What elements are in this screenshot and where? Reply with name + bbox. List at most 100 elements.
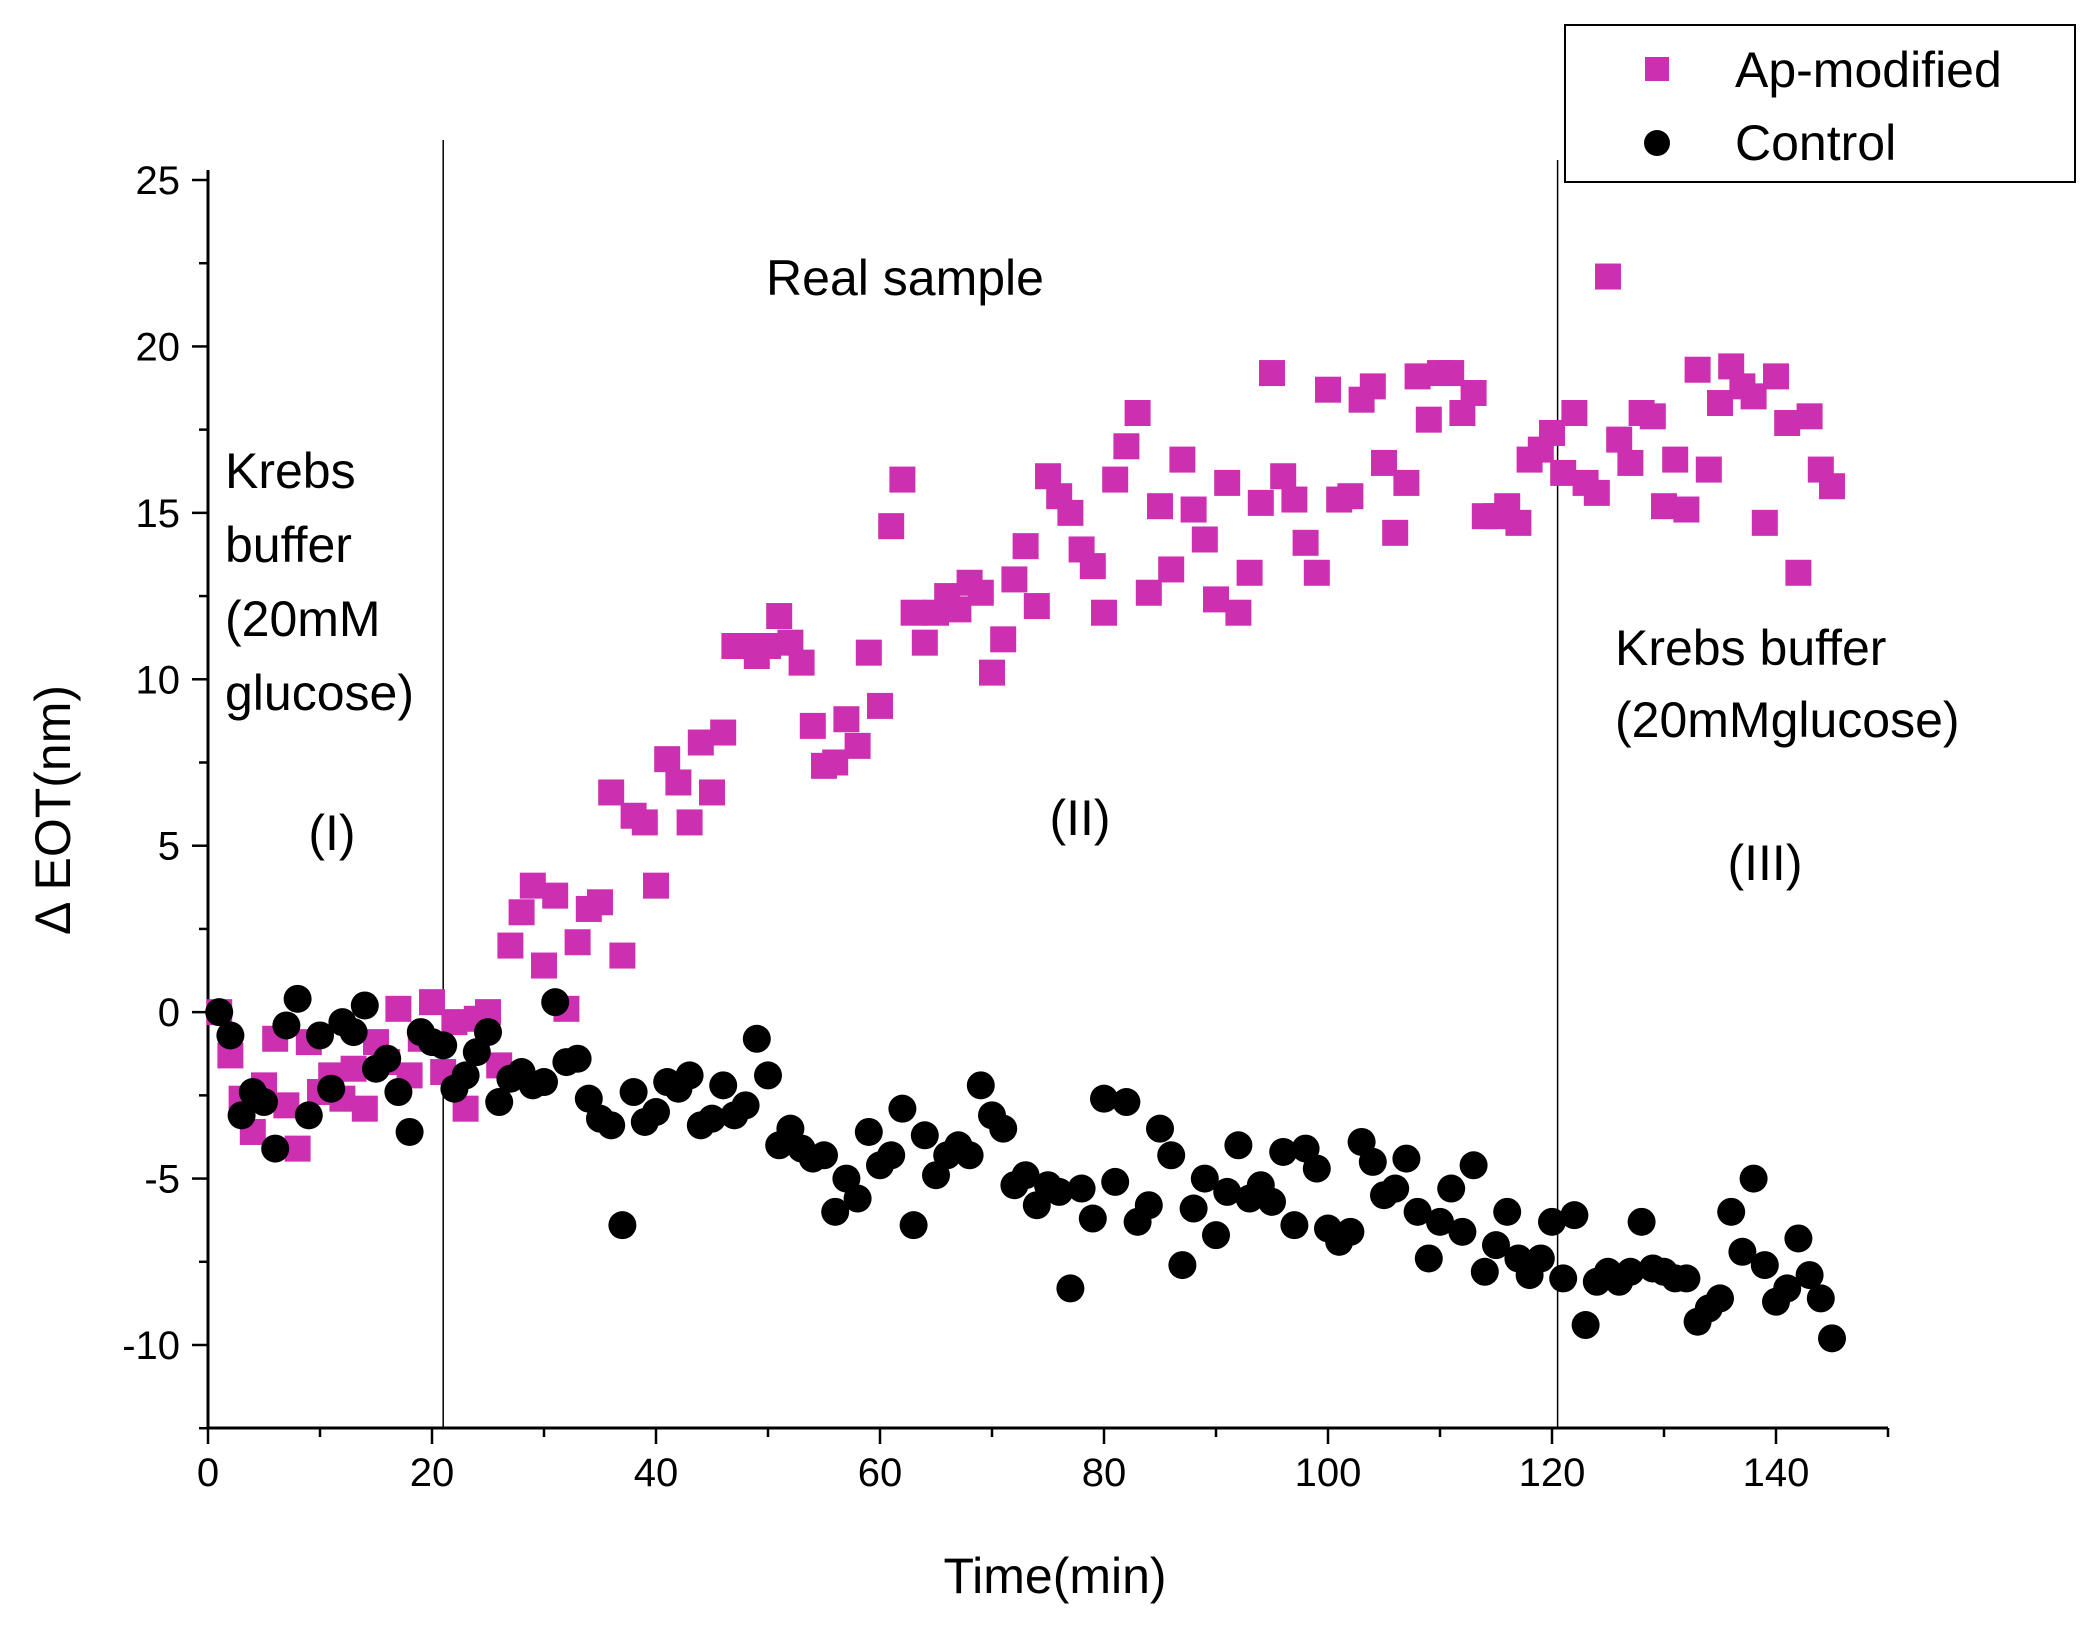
data-point-control [731,1091,760,1120]
data-point-ap-modified [1158,556,1185,583]
data-point-control [205,998,234,1027]
data-point-control [1112,1088,1141,1117]
data-point-ap-modified [1707,390,1733,417]
data-point-control [1717,1197,1746,1226]
y-axis-title: Δ EOT(nm) [25,685,81,935]
data-point-ap-modified [419,989,445,1016]
data-point-control [1045,1177,1074,1206]
data-point-control [1146,1114,1174,1143]
x-tick-label: 80 [1082,1451,1127,1495]
data-point-control [261,1134,290,1163]
phase-3-text-line: (20mMglucose) [1615,692,1960,748]
data-point-ap-modified [1774,409,1801,436]
phase-1-text-line: (20mM [225,591,381,647]
data-point-control [1784,1224,1813,1253]
data-point-control [854,1117,883,1146]
data-point-control [966,1071,995,1100]
data-point-ap-modified [1057,499,1084,526]
data-point-control [1549,1264,1578,1293]
data-point-ap-modified [1281,486,1308,513]
data-point-ap-modified [1684,356,1711,383]
data-point-ap-modified [1371,449,1397,476]
y-tick-label: 25 [136,159,181,203]
data-point-ap-modified [497,932,524,959]
phase-1-text-line: Krebs [225,443,356,499]
data-point-ap-modified [1124,400,1151,426]
data-point-control [317,1074,346,1103]
data-point-ap-modified [542,882,569,909]
data-point-control [429,1031,458,1060]
data-point-ap-modified [1169,446,1196,473]
data-point-control [1739,1164,1768,1193]
data-point-control [227,1101,256,1130]
data-point-control [1795,1261,1824,1290]
data-point-ap-modified [990,626,1017,653]
data-point-ap-modified [844,732,871,759]
data-point-ap-modified [687,729,714,756]
x-tick-label: 100 [1295,1451,1362,1495]
data-point-ap-modified [609,942,636,969]
data-point-control [1168,1251,1197,1280]
data-point-ap-modified [855,639,882,666]
data-point-ap-modified [900,599,927,626]
data-point-ap-modified [1102,466,1129,493]
data-point-control [1090,1084,1118,1113]
data-point-ap-modified [665,769,692,796]
data-point-ap-modified [1180,496,1207,523]
data-point-control [1336,1217,1365,1246]
data-point-control [474,1018,502,1047]
data-point-ap-modified [766,603,793,630]
data-point-control [541,988,570,1017]
data-point-ap-modified [564,929,591,956]
data-point-control [485,1088,514,1117]
data-point-control [1258,1187,1286,1216]
data-point-control [1538,1207,1566,1236]
x-axis: 0 20 40 60 80 100 120 140 [197,1428,1890,1495]
data-point-control [1067,1174,1096,1203]
data-point-control [709,1071,738,1100]
data-point-control [1526,1244,1555,1273]
data-point-control [899,1211,928,1240]
data-point-control [608,1211,637,1240]
data-point-ap-modified [631,809,658,836]
phase-3-annotation: Krebs buffer (20mMglucose) (III) [1615,620,1960,891]
data-point-ap-modified [755,633,781,659]
data-point-control [1392,1144,1421,1173]
data-point-control [339,1018,368,1047]
phase-2-text: Real sample [766,250,1044,306]
data-point-control [1056,1274,1085,1303]
data-point-control [216,1021,245,1050]
data-point-control [384,1078,413,1107]
legend-label-control: Control [1735,115,1896,171]
data-point-ap-modified [1460,380,1487,407]
data-point-ap-modified [1191,526,1218,553]
data-point-control [1706,1284,1734,1313]
data-point-ap-modified [385,995,412,1022]
y-tick-label: -5 [144,1158,180,1202]
data-point-control [1806,1284,1835,1313]
data-point-ap-modified [911,629,938,656]
data-point-control [1627,1207,1656,1236]
x-tick-label: 20 [410,1451,455,1495]
data-point-control [754,1061,782,1090]
data-point-control [306,1021,334,1050]
data-point-ap-modified [508,899,535,926]
data-point-control [1616,1257,1645,1286]
data-point-ap-modified [1751,509,1778,536]
x-tick-label: 120 [1519,1451,1586,1495]
y-tick-label: 20 [136,325,181,369]
data-point-ap-modified [788,649,815,676]
data-point-control [877,1141,906,1170]
data-point-control [350,991,379,1020]
data-point-control [1403,1197,1432,1226]
data-point-ap-modified [1595,263,1621,290]
data-point-ap-modified [519,872,546,899]
data-point-ap-modified [1561,400,1588,426]
data-point-control [1773,1274,1802,1303]
data-point-control [597,1111,626,1140]
data-point-ap-modified [1359,373,1386,400]
data-point-ap-modified [867,692,893,719]
phase-1-annotation: Krebs buffer (20mM glucose) (I) [225,443,414,861]
phase-1-label: (I) [308,805,355,861]
data-point-control [1224,1131,1253,1160]
